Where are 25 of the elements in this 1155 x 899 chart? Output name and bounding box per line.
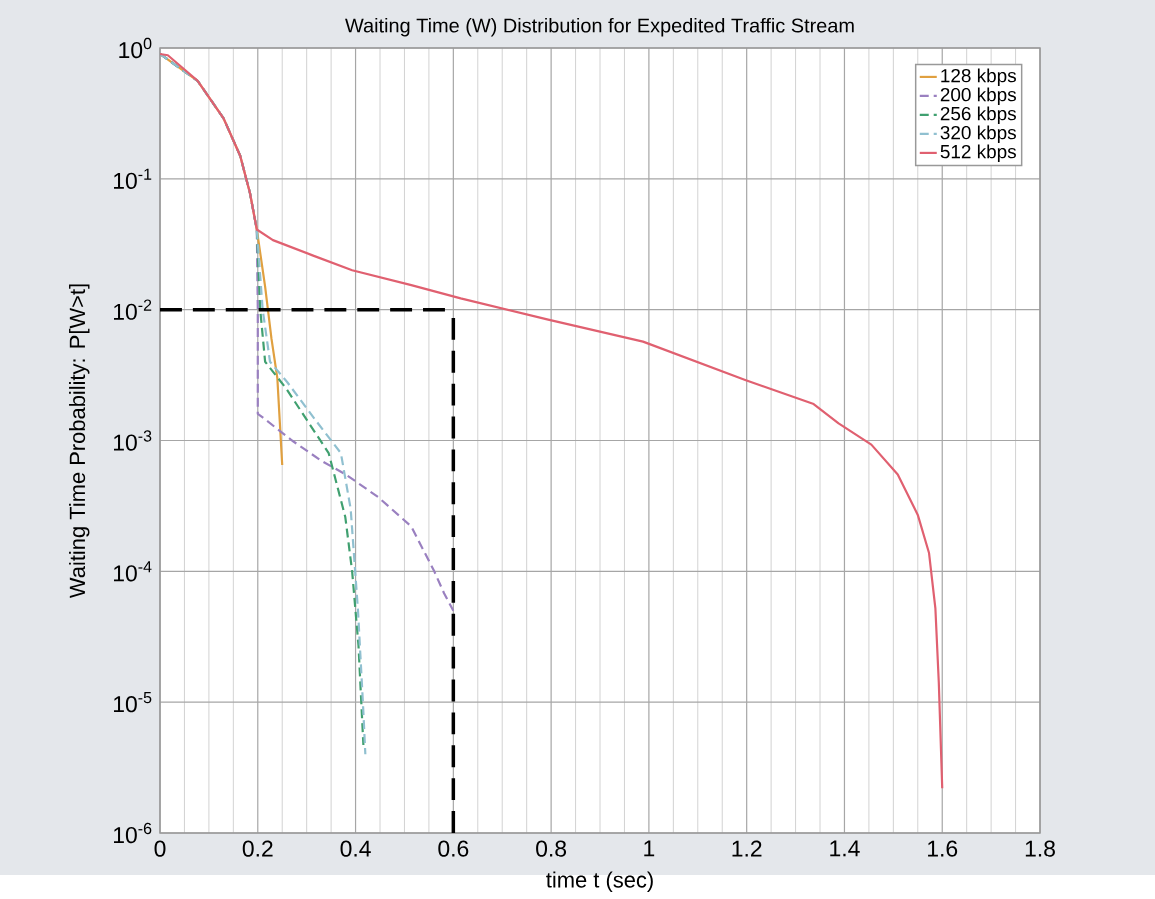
legend-label: 128 kbps bbox=[941, 68, 1016, 86]
x-tick-label: 0.8 bbox=[536, 840, 567, 857]
chart-title: Waiting Time (W) Distribution for Expedited Traffic Stream bbox=[345, 17, 854, 37]
x-tick-label: 1.2 bbox=[732, 840, 762, 857]
y-axis-title: Waiting Time Probability: P[W>t] bbox=[69, 284, 90, 598]
legend-label: 256 kbps bbox=[940, 106, 1016, 124]
y-tick-label: 10$^{-5}$ bbox=[114, 691, 152, 713]
x-axis-title: time t (sec) bbox=[546, 871, 653, 892]
legend-label: 320 kbps bbox=[940, 125, 1016, 143]
legend-label: 512 kbps bbox=[940, 144, 1016, 162]
y-tick-label: 10$^{0}$ bbox=[119, 37, 152, 59]
x-tick-label: 0.4 bbox=[340, 840, 371, 857]
x-tick-label: 1.8 bbox=[1025, 840, 1055, 857]
legend-label: 200 kbps bbox=[940, 87, 1016, 105]
x-tick-label: 0.2 bbox=[242, 840, 273, 857]
x-tick-label: 1.4 bbox=[830, 840, 860, 857]
x-tick-label: 0 bbox=[154, 840, 166, 857]
y-tick-label: 10$^{-4}$ bbox=[114, 561, 152, 582]
x-tick-label: 1.6 bbox=[928, 840, 958, 857]
x-tick-label: 0.6 bbox=[438, 840, 469, 857]
y-tick-label: 10$^{-3}$ bbox=[114, 430, 152, 451]
y-tick-label: 10$^{-2}$ bbox=[114, 299, 152, 320]
y-tick-label: 10$^{-1}$ bbox=[114, 168, 152, 189]
y-tick-label: 10$^{-6}$ bbox=[114, 822, 152, 844]
x-tick-label: 1 bbox=[644, 840, 655, 857]
